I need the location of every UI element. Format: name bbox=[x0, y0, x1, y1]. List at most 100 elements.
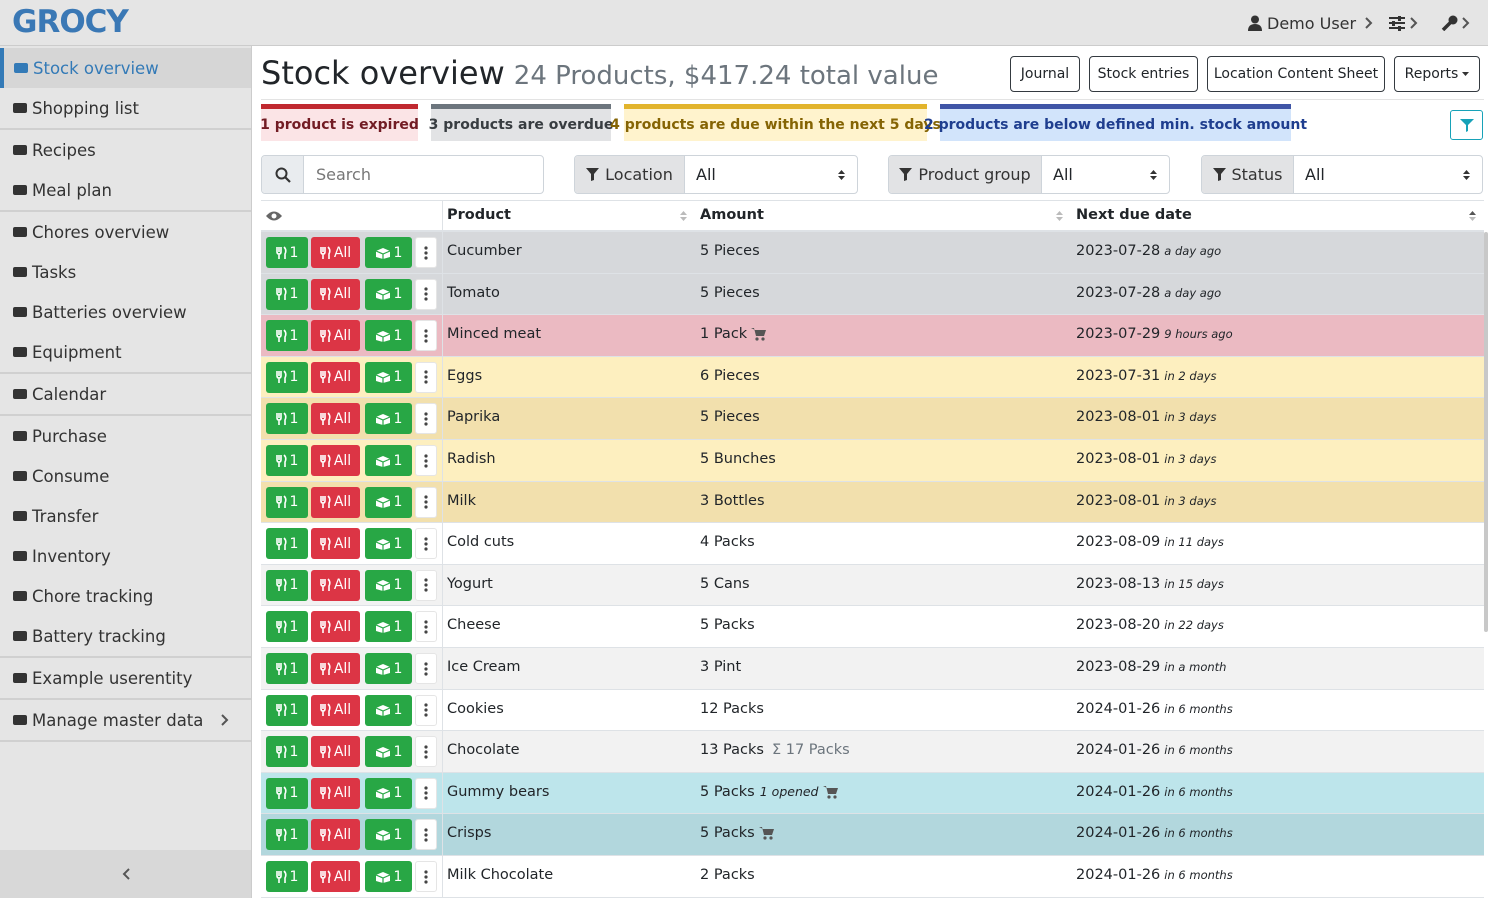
action-button[interactable]: 1 bbox=[266, 278, 308, 310]
action-button[interactable]: 1 bbox=[365, 611, 412, 643]
action-button[interactable]: All bbox=[311, 653, 360, 684]
more-button[interactable] bbox=[415, 736, 437, 768]
product-name[interactable]: Minced meat bbox=[447, 326, 542, 343]
action-button[interactable]: 1 bbox=[266, 777, 308, 809]
product-name[interactable]: Crisps bbox=[447, 825, 492, 842]
action-button[interactable]: 1 bbox=[365, 237, 412, 268]
action-button[interactable]: 1 bbox=[266, 861, 308, 892]
action-button[interactable]: 1 bbox=[365, 777, 412, 809]
action-button[interactable]: All bbox=[311, 861, 360, 892]
action-button[interactable]: 1 bbox=[266, 736, 308, 768]
nav-item[interactable]: Manage master data bbox=[0, 700, 251, 740]
nav-item[interactable]: Stock overview bbox=[0, 48, 251, 88]
action-button[interactable]: 1 bbox=[266, 361, 308, 393]
more-button[interactable] bbox=[415, 278, 437, 310]
nav-item[interactable]: Consume bbox=[0, 456, 251, 496]
action-button[interactable]: 1 bbox=[266, 528, 308, 560]
status-filter-alert[interactable]: 2 products are below defined min. stock … bbox=[924, 104, 1307, 141]
product-name[interactable]: Milk bbox=[447, 492, 476, 509]
action-button[interactable]: 1 bbox=[266, 445, 308, 476]
action-button[interactable]: 1 bbox=[266, 611, 308, 643]
action-button[interactable]: 1 bbox=[365, 278, 412, 310]
action-button[interactable]: All bbox=[311, 694, 360, 726]
product-name[interactable]: Tomato bbox=[447, 284, 500, 301]
product-name[interactable]: Cold cuts bbox=[447, 534, 515, 551]
action-button[interactable]: 1 bbox=[365, 403, 412, 435]
product-name[interactable]: Chocolate bbox=[447, 742, 520, 759]
sidebar-toggle[interactable] bbox=[0, 850, 251, 898]
product-name[interactable]: Radish bbox=[447, 451, 496, 467]
nav-item[interactable]: Equipment bbox=[0, 332, 251, 372]
action-button[interactable]: 1 bbox=[266, 320, 308, 352]
action-button[interactable]: 1 bbox=[266, 819, 308, 851]
action-button[interactable]: All bbox=[311, 528, 360, 560]
more-button[interactable] bbox=[415, 819, 437, 851]
action-button[interactable]: 1 bbox=[266, 486, 308, 518]
nav-item[interactable]: Transfer bbox=[0, 496, 251, 536]
action-button[interactable]: All bbox=[311, 569, 360, 601]
more-button[interactable] bbox=[415, 777, 437, 809]
action-button[interactable]: 1 bbox=[365, 819, 412, 851]
product-name[interactable]: Paprika bbox=[447, 409, 501, 426]
settings-menu[interactable] bbox=[1388, 15, 1418, 31]
action-button[interactable]: All bbox=[311, 819, 360, 851]
toolbar-button[interactable]: Journal bbox=[1010, 56, 1080, 92]
action-button[interactable]: All bbox=[311, 320, 360, 352]
toolbar-button[interactable]: Stock entries bbox=[1089, 56, 1198, 92]
more-button[interactable] bbox=[415, 569, 437, 601]
column-header[interactable]: Product bbox=[447, 207, 511, 223]
action-button[interactable]: All bbox=[311, 361, 360, 393]
logo[interactable]: GROCY bbox=[12, 4, 129, 40]
nav-item[interactable]: Example userentity bbox=[0, 658, 251, 698]
action-button[interactable]: 1 bbox=[365, 528, 412, 560]
more-button[interactable] bbox=[415, 653, 437, 684]
nav-item[interactable]: Shopping list bbox=[0, 88, 251, 128]
product-name[interactable]: Cucumber bbox=[447, 243, 522, 259]
filter-select[interactable]: All bbox=[1294, 156, 1482, 193]
action-button[interactable]: 1 bbox=[365, 653, 412, 684]
product-name[interactable]: Cheese bbox=[447, 617, 501, 634]
nav-item[interactable]: Chores overview bbox=[0, 212, 251, 252]
nav-item[interactable]: Purchase bbox=[0, 416, 251, 456]
more-button[interactable] bbox=[415, 611, 437, 643]
action-button[interactable]: All bbox=[311, 278, 360, 310]
action-button[interactable]: All bbox=[311, 445, 360, 476]
more-button[interactable] bbox=[415, 361, 437, 393]
product-name[interactable]: Milk Chocolate bbox=[447, 867, 554, 883]
action-button[interactable]: 1 bbox=[266, 694, 308, 726]
action-button[interactable]: All bbox=[311, 777, 360, 809]
action-button[interactable]: 1 bbox=[266, 569, 308, 601]
more-button[interactable] bbox=[415, 403, 437, 435]
status-filter-alert[interactable]: 3 products are overdue bbox=[429, 104, 613, 141]
action-button[interactable]: 1 bbox=[365, 569, 412, 601]
toggle-filters-button[interactable] bbox=[1450, 110, 1483, 140]
status-filter-alert[interactable]: 4 products are due within the next 5 day… bbox=[610, 104, 941, 141]
nav-item[interactable]: Chore tracking bbox=[0, 576, 251, 616]
action-button[interactable]: All bbox=[311, 403, 360, 435]
status-filter-alert[interactable]: 1 product is expired bbox=[260, 104, 419, 141]
action-button[interactable]: All bbox=[311, 736, 360, 768]
more-button[interactable] bbox=[415, 861, 437, 892]
product-name[interactable]: Eggs bbox=[447, 367, 483, 384]
search-input[interactable]: Search bbox=[316, 165, 371, 184]
product-name[interactable]: Yogurt bbox=[447, 575, 493, 592]
action-button[interactable]: 1 bbox=[365, 486, 412, 518]
column-header[interactable]: Amount bbox=[700, 207, 764, 223]
product-name[interactable]: Ice Cream bbox=[447, 659, 521, 675]
action-button[interactable]: 1 bbox=[365, 736, 412, 768]
more-button[interactable] bbox=[415, 694, 437, 726]
action-button[interactable]: 1 bbox=[365, 694, 412, 726]
action-button[interactable]: 1 bbox=[266, 653, 308, 684]
tools-menu[interactable] bbox=[1441, 15, 1470, 31]
nav-item[interactable]: Tasks bbox=[0, 252, 251, 292]
more-button[interactable] bbox=[415, 320, 437, 352]
filter-select[interactable]: All bbox=[685, 156, 857, 193]
more-button[interactable] bbox=[415, 445, 437, 476]
action-button[interactable]: 1 bbox=[365, 445, 412, 476]
action-button[interactable]: All bbox=[311, 237, 360, 268]
more-button[interactable] bbox=[415, 237, 437, 268]
action-button[interactable]: 1 bbox=[266, 403, 308, 435]
nav-item[interactable]: Calendar bbox=[0, 374, 251, 414]
action-button[interactable]: 1 bbox=[266, 237, 308, 268]
action-button[interactable]: 1 bbox=[365, 361, 412, 393]
